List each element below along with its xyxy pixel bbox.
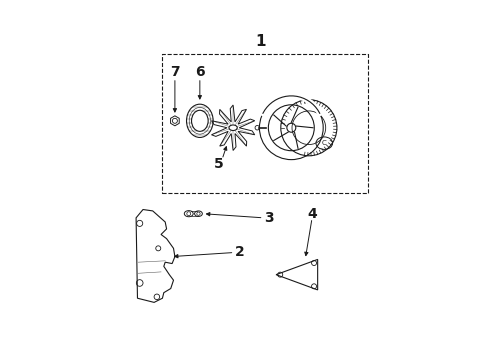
Text: 3: 3 bbox=[264, 211, 274, 225]
Text: 7: 7 bbox=[170, 65, 180, 79]
Text: 6: 6 bbox=[195, 65, 205, 79]
Text: 5: 5 bbox=[214, 157, 224, 171]
Text: 2: 2 bbox=[235, 246, 245, 260]
Text: C: C bbox=[322, 140, 327, 146]
Text: 4: 4 bbox=[307, 207, 317, 221]
Bar bbox=[162, 54, 368, 193]
Text: 1: 1 bbox=[256, 34, 266, 49]
